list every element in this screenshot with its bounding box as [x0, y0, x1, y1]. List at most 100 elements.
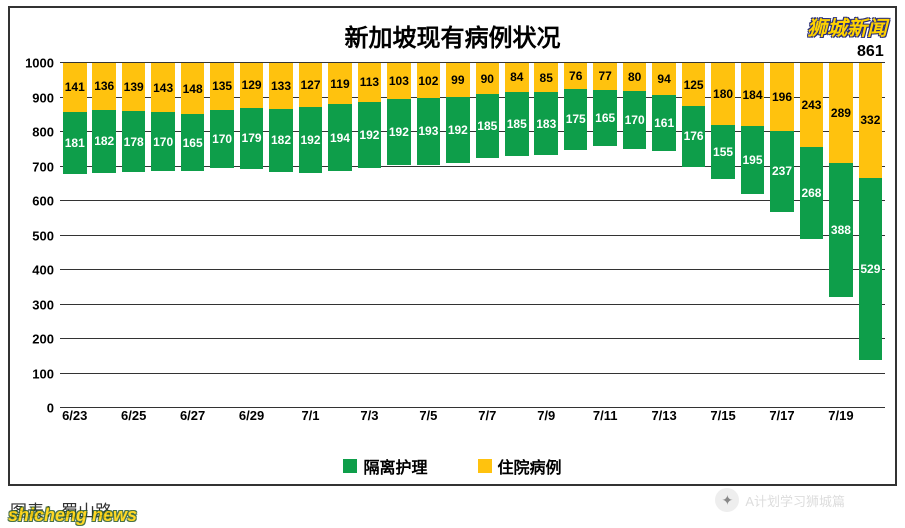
bar-segment-hospital: 332 [859, 63, 883, 178]
bar-segment-isolation: 192 [387, 99, 411, 165]
bar-segment-isolation: 155 [711, 125, 735, 178]
bar-column: 184195 [738, 63, 767, 408]
bar-segment-hospital: 80 [623, 63, 647, 91]
bar-segment-isolation: 170 [151, 112, 175, 171]
bar-segment-isolation: 181 [63, 112, 87, 174]
x-tick-label: 7/19 [826, 408, 855, 433]
y-tick-label: 900 [32, 90, 54, 105]
bar-segment-hospital: 136 [92, 63, 116, 110]
y-tick-label: 300 [32, 297, 54, 312]
bar-segment-isolation: 176 [682, 106, 706, 167]
bar-segment-hospital: 184 [741, 63, 765, 126]
bar-column: 129179 [237, 63, 266, 408]
y-tick-label: 200 [32, 332, 54, 347]
x-tick-label: 6/27 [178, 408, 207, 433]
legend-label-isolation: 隔离护理 [363, 454, 427, 478]
x-tick-label [620, 408, 649, 433]
x-tick-label: 7/3 [355, 408, 384, 433]
x-tick-label: 7/17 [767, 408, 796, 433]
bar-column: 84185 [502, 63, 531, 408]
bar-segment-isolation: 165 [593, 90, 617, 147]
bar-column: 289388 [826, 63, 855, 408]
bars-group: 1411811361821391781431701481651351701291… [60, 63, 885, 408]
bar-segment-isolation: 175 [564, 89, 588, 149]
x-tick-label [266, 408, 295, 433]
bar-column: 99192 [443, 63, 472, 408]
total-label: 861 [857, 43, 884, 61]
bar-segment-hospital: 133 [269, 63, 293, 109]
bar-segment-isolation: 529 [859, 178, 883, 361]
bar-segment-hospital: 90 [476, 63, 500, 94]
x-tick-label [797, 408, 826, 433]
bar-column: 125176 [679, 63, 708, 408]
bar-column: 102193 [414, 63, 443, 408]
bar-segment-hospital: 76 [564, 63, 588, 89]
bar-segment-isolation: 182 [269, 109, 293, 172]
bar-column: 90185 [473, 63, 502, 408]
wechat-icon: ✦ [715, 488, 739, 512]
bar-segment-isolation: 192 [299, 107, 323, 173]
y-tick-label: 1000 [25, 56, 54, 71]
x-tick-label [502, 408, 531, 433]
chart-title: 新加坡现有病例状况 [10, 8, 895, 53]
chart-box: 狮城新闻 新加坡现有病例状况 0100200300400500600700800… [8, 6, 897, 486]
bar-segment-hospital: 139 [122, 63, 146, 111]
x-tick-label: 7/1 [296, 408, 325, 433]
bar-column: 180155 [708, 63, 737, 408]
bar-segment-isolation: 192 [358, 102, 382, 168]
bar-segment-hospital: 113 [358, 63, 382, 102]
bar-column: 243268 [797, 63, 826, 408]
x-tick-label [89, 408, 118, 433]
y-tick-label: 100 [32, 366, 54, 381]
bar-segment-hospital: 94 [652, 63, 676, 95]
bar-segment-hospital: 143 [151, 63, 175, 112]
y-tick-label: 0 [47, 401, 54, 416]
bar-segment-isolation: 388 [829, 163, 853, 297]
bar-segment-isolation: 193 [417, 98, 441, 165]
x-axis-labels: 6/236/256/276/297/17/37/57/77/97/117/137… [60, 408, 885, 433]
bar-segment-hospital: 103 [387, 63, 411, 99]
bar-segment-isolation: 161 [652, 95, 676, 151]
bar-segment-isolation: 185 [476, 94, 500, 158]
bar-segment-hospital: 77 [593, 63, 617, 90]
bar-segment-isolation: 192 [446, 97, 470, 163]
x-tick-label [207, 408, 236, 433]
bar-segment-isolation: 170 [210, 110, 234, 169]
bar-segment-isolation: 179 [240, 108, 264, 170]
bar-column: 113192 [355, 63, 384, 408]
y-tick-label: 500 [32, 228, 54, 243]
bar-segment-isolation: 170 [623, 91, 647, 150]
x-tick-label [325, 408, 354, 433]
bar-segment-hospital: 148 [181, 63, 205, 114]
bar-segment-hospital: 289 [829, 63, 853, 163]
bar-segment-isolation: 195 [741, 126, 765, 193]
bar-segment-hospital: 141 [63, 63, 87, 112]
y-tick-label: 600 [32, 194, 54, 209]
bar-segment-hospital: 135 [210, 63, 234, 110]
legend: 隔离护理 住院病例 [10, 454, 895, 478]
legend-item-isolation: 隔离护理 [343, 454, 427, 478]
bar-segment-hospital: 243 [800, 63, 824, 147]
bar-column: 85183 [532, 63, 561, 408]
x-tick-label: 7/15 [708, 408, 737, 433]
x-tick-label [738, 408, 767, 433]
bar-segment-isolation: 178 [122, 111, 146, 172]
bar-segment-isolation: 237 [770, 131, 794, 213]
bar-segment-isolation: 165 [181, 114, 205, 171]
bar-column: 135170 [207, 63, 236, 408]
bar-segment-hospital: 196 [770, 63, 794, 131]
bar-segment-hospital: 125 [682, 63, 706, 106]
bar-segment-hospital: 180 [711, 63, 735, 125]
bar-column: 94161 [649, 63, 678, 408]
bar-segment-hospital: 99 [446, 63, 470, 97]
bar-column: 861332529 [856, 63, 885, 408]
bar-segment-hospital: 102 [417, 63, 441, 98]
watermark-bottom-right: ✦ A计划学习狮城篇 [715, 488, 845, 512]
x-tick-label: 6/29 [237, 408, 266, 433]
legend-item-hospital: 住院病例 [478, 454, 562, 478]
x-tick-label [148, 408, 177, 433]
x-tick-label: 6/25 [119, 408, 148, 433]
bar-column: 139178 [119, 63, 148, 408]
bar-segment-hospital: 127 [299, 63, 323, 107]
x-tick-label [679, 408, 708, 433]
